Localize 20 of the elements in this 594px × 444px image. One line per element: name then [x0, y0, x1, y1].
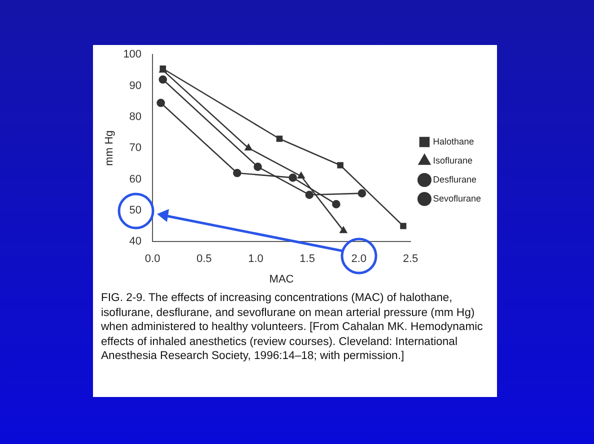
legend-label: Desflurane: [432, 174, 476, 184]
y-axis-title: mm Hg: [104, 130, 116, 166]
y-tick-label: 60: [129, 173, 142, 186]
y-tick-label: 70: [129, 142, 142, 154]
x-tick-label: 2.5: [402, 253, 418, 266]
y-tick-label: 80: [129, 110, 142, 123]
legend-label: Halothane: [432, 136, 474, 146]
x-tick-label: 1.0: [248, 253, 264, 266]
legend-label: Sevoflurane: [432, 193, 482, 204]
legend-label: Isoflurane: [432, 155, 472, 166]
y-tick-label: 100: [123, 48, 142, 61]
x-tick-label: 2.0: [351, 253, 367, 266]
x-tick-label: 1.5: [300, 253, 315, 266]
y-tick-label: 40: [129, 236, 142, 248]
x-tick-label: 0.0: [144, 253, 160, 266]
y-tick-label: 90: [129, 80, 142, 92]
caption: FIG. 2-9. The effects of increasing concentrations (MAC) of halothane, isoflurane, desflurane, and sevoflurane on mean arterial pressure (mm Hg) when administered to healthy volunteers. [From Cahalan MK. Hemodynamic effects of inhaled anesthetics (review courses). Cleveland: International Anesthesia Research Society, 1996:14–18; with permission.]: [101, 291, 484, 364]
x-tick-label: 0.5: [196, 253, 212, 266]
y-tick-label: 50: [129, 204, 142, 216]
x-axis-title: MAC: [269, 273, 294, 286]
